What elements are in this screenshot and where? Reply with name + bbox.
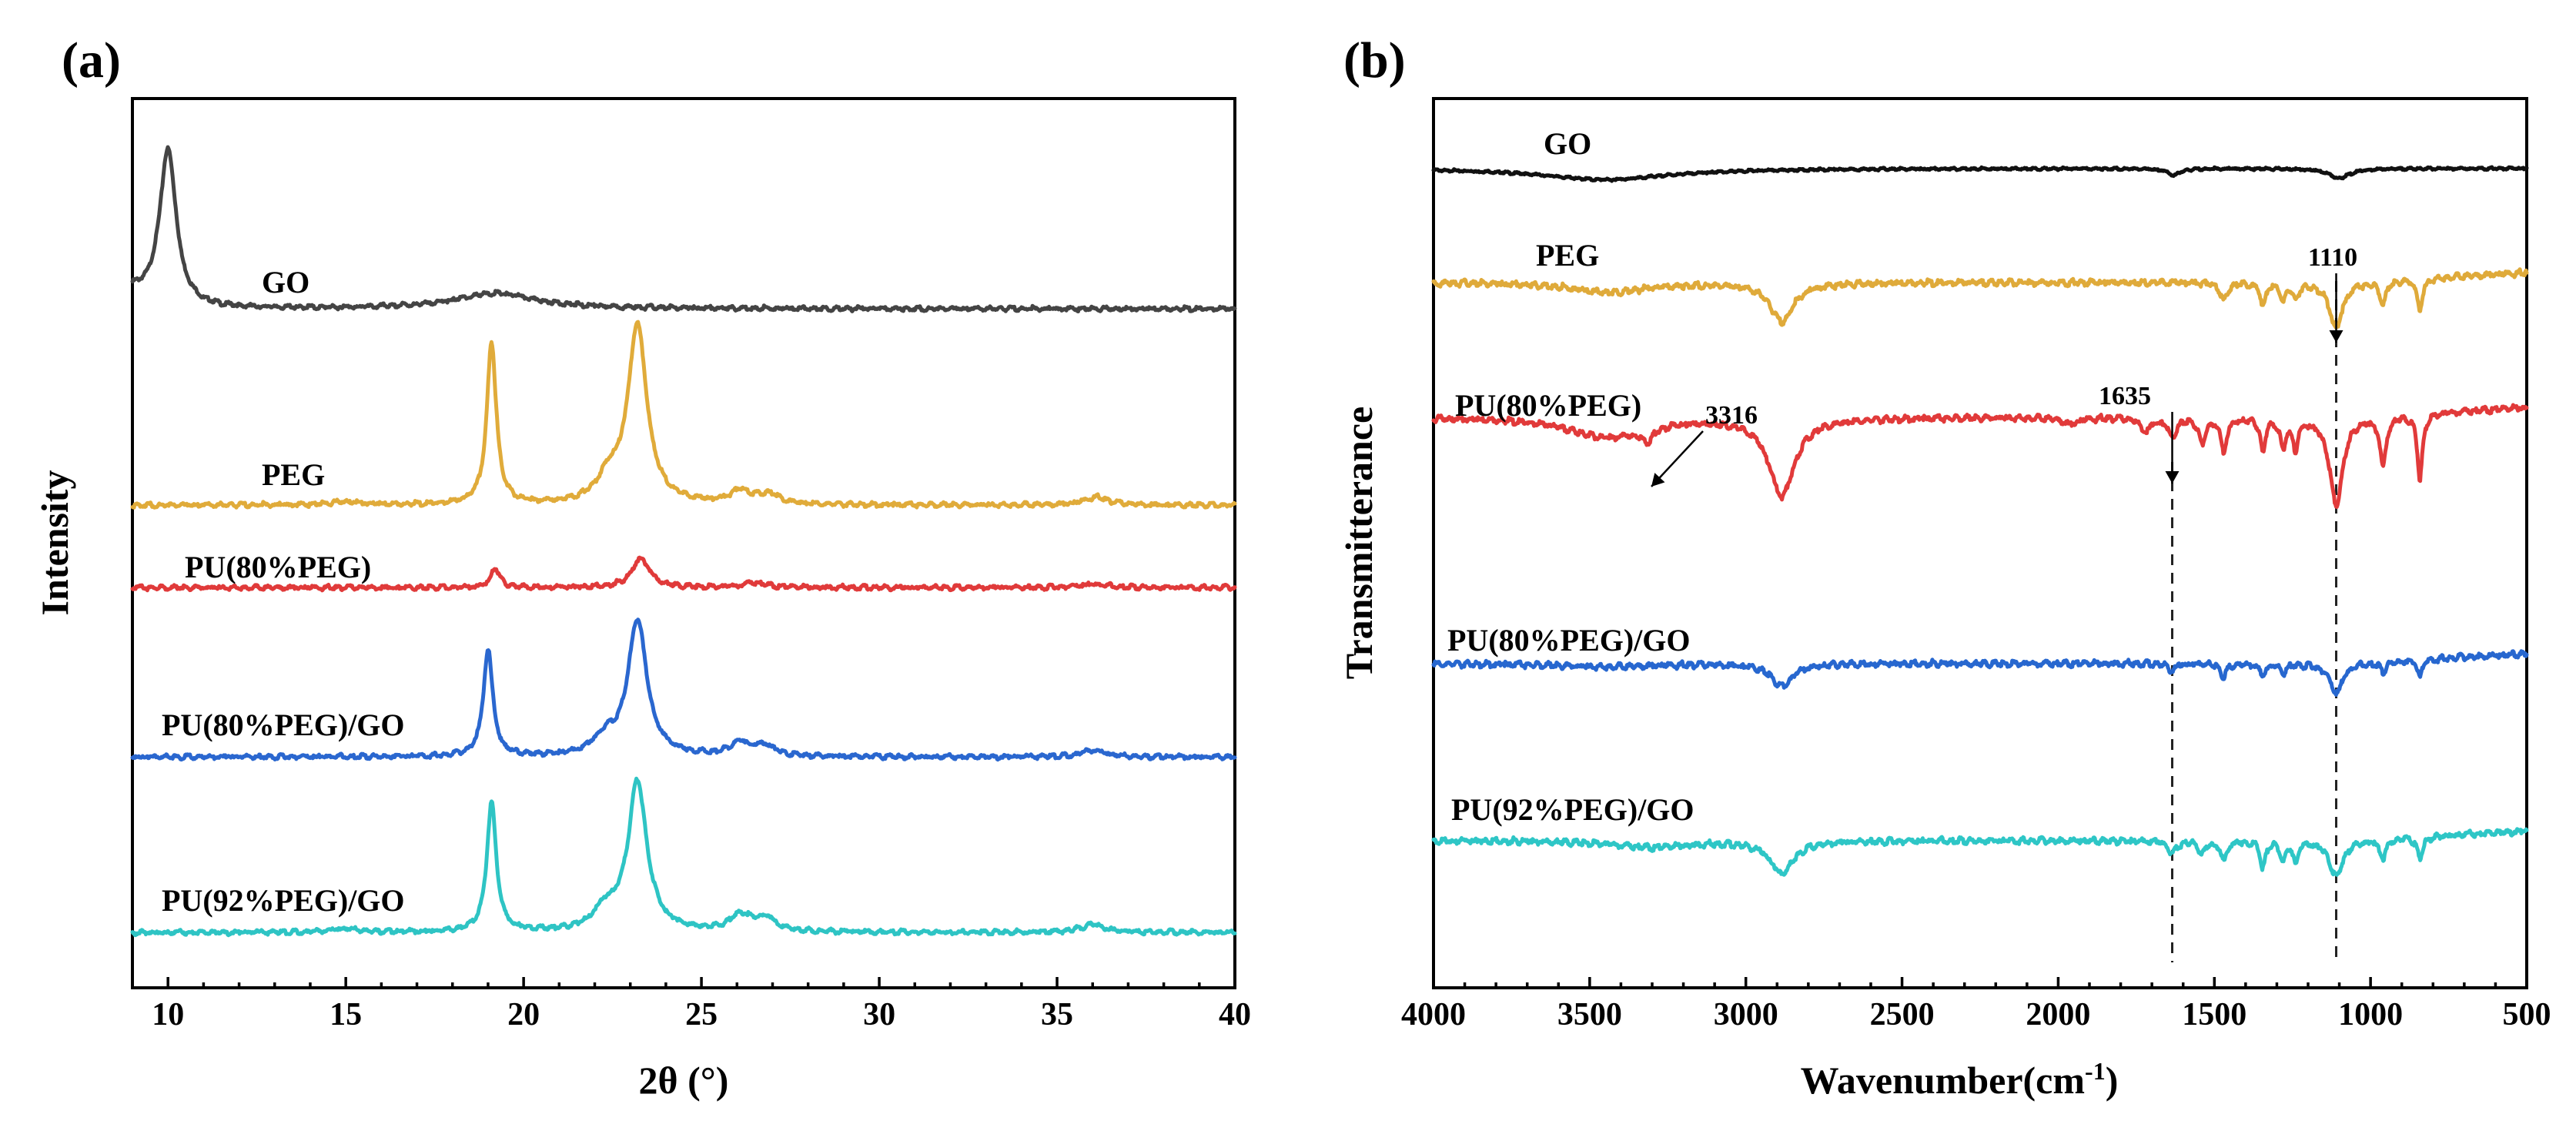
- panel-b-plot: 4000 3500 3000 2500 2000 1500 1000 500 GO PEG PU(…: [1401, 97, 2551, 1032]
- panel-a-label: (a): [62, 32, 121, 89]
- panel-b-x-axis-title: Wavenumber(cm-1): [1801, 1057, 2119, 1102]
- panel-b-annotations: 1110 1635 3316: [1651, 243, 2357, 487]
- panel-a-series-label: GO: [262, 265, 309, 299]
- panel-b-x-tick-label: 500: [2503, 997, 2551, 1032]
- panel-b-x-axis-title-sup: -1: [2085, 1057, 2106, 1085]
- panel-b-curve-pu-80-peg-: [1431, 403, 2529, 509]
- panel-b-x-tick-label: 4000: [1401, 997, 1466, 1032]
- panel-a-series-label: PU(92%PEG)/GO: [162, 883, 405, 918]
- panel-b-arrow-head: [1651, 473, 1665, 487]
- panel-b-series-label: PU(80%PEG)/GO: [1447, 623, 1691, 658]
- panel-b-arrow-head: [2329, 330, 2343, 343]
- panel-a-plot: 10 15 20 25 30 35 40 GO PEG PU(80%PEG) PU(80%PEG)…: [130, 97, 1251, 1032]
- panel-a-x-tick-label: 25: [685, 997, 718, 1032]
- panel-b-annotation-label: 3316: [1705, 401, 1758, 430]
- panel-b-series-labels: GO PEG PU(80%PEG) PU(80%PEG)/GO PU(92%PEG)/G…: [1447, 126, 1694, 827]
- panel-a-curve-go: [130, 145, 1237, 313]
- panel-b-curves: [1431, 165, 2529, 877]
- panel-b-x-axis-title-end: ): [2106, 1059, 2119, 1102]
- panel-a-series-labels: GO PEG PU(80%PEG) PU(80%PEG)/GO PU(92%PEG)/G…: [162, 265, 405, 918]
- panel-a-curve-peg: [130, 320, 1237, 510]
- panel-b-annotation-arrow: [1651, 430, 1704, 487]
- panel-b-x-tick-label: 1000: [2338, 997, 2403, 1032]
- panel-b-curve-go: [1431, 165, 2529, 183]
- panel-b-curve-pu-92-peg-go: [1431, 827, 2529, 877]
- panel-a-x-tick-label: 35: [1041, 997, 1073, 1032]
- panel-a-series-label: PU(80%PEG): [185, 550, 371, 584]
- panel-a-x-tick-label: 40: [1219, 997, 1251, 1032]
- panel-b-x-tick-label: 3500: [1557, 997, 1622, 1032]
- panel-a-frame: [131, 97, 1236, 989]
- panel-b-curve-pu-80-peg-go: [1431, 649, 2529, 697]
- panel-a-curve-pu-80-peg-go: [130, 617, 1237, 762]
- panel-a-series-label: PEG: [262, 457, 325, 492]
- panel-b-x-axis-title-main: Wavenumber(cm: [1801, 1059, 2085, 1102]
- panel-b-frame: [1432, 97, 2528, 989]
- panel-b-annotation-label: 1635: [2099, 382, 2151, 410]
- panel-a-curve-pu-92-peg-go: [130, 776, 1237, 938]
- panel-a-x-tick-label: 30: [863, 997, 895, 1032]
- panel-a-curves: [130, 145, 1237, 938]
- panel-a-series-label: PU(80%PEG)/GO: [162, 708, 405, 742]
- panel-a-x-axis-title: 2θ (°): [639, 1059, 729, 1102]
- panel-a-curve-pu-80-peg-: [130, 555, 1237, 593]
- panel-b-x-tick-label: 2000: [2026, 997, 2090, 1032]
- panel-b-x-tick-label: 2500: [1870, 997, 1935, 1032]
- panel-a-x-tick-label: 15: [330, 997, 362, 1032]
- panel-b-x-tick-label: 1500: [2182, 997, 2246, 1032]
- panel-b-y-axis-title: Transmitterance: [1337, 407, 1380, 680]
- panel-b-series-label: GO: [1544, 126, 1591, 161]
- panel-b-x-tick-label: 3000: [1714, 997, 1778, 1032]
- panel-b-series-label: PU(80%PEG): [1455, 388, 1641, 423]
- panel-b-annotation-label: 1110: [2308, 243, 2357, 272]
- panel-b-curve-peg: [1431, 267, 2529, 330]
- panel-b-arrow-head: [2165, 471, 2180, 484]
- panel-b-x-ticks: 4000 3500 3000 2500 2000 1500 1000 500: [1401, 977, 2551, 1032]
- panel-b-series-label: PEG: [1536, 238, 1599, 273]
- panel-b-reference-lines: [2171, 281, 2338, 962]
- panel-a-x-tick-label: 20: [507, 997, 540, 1032]
- panel-b-series-label: PU(92%PEG)/GO: [1451, 792, 1694, 827]
- panel-a-x-ticks: 10 15 20 25 30 35 40: [131, 977, 1251, 1032]
- panel-a-y-axis-title: Intensity: [33, 470, 76, 616]
- panel-b-label: (b): [1343, 32, 1406, 89]
- panel-a-x-tick-label: 10: [152, 997, 184, 1032]
